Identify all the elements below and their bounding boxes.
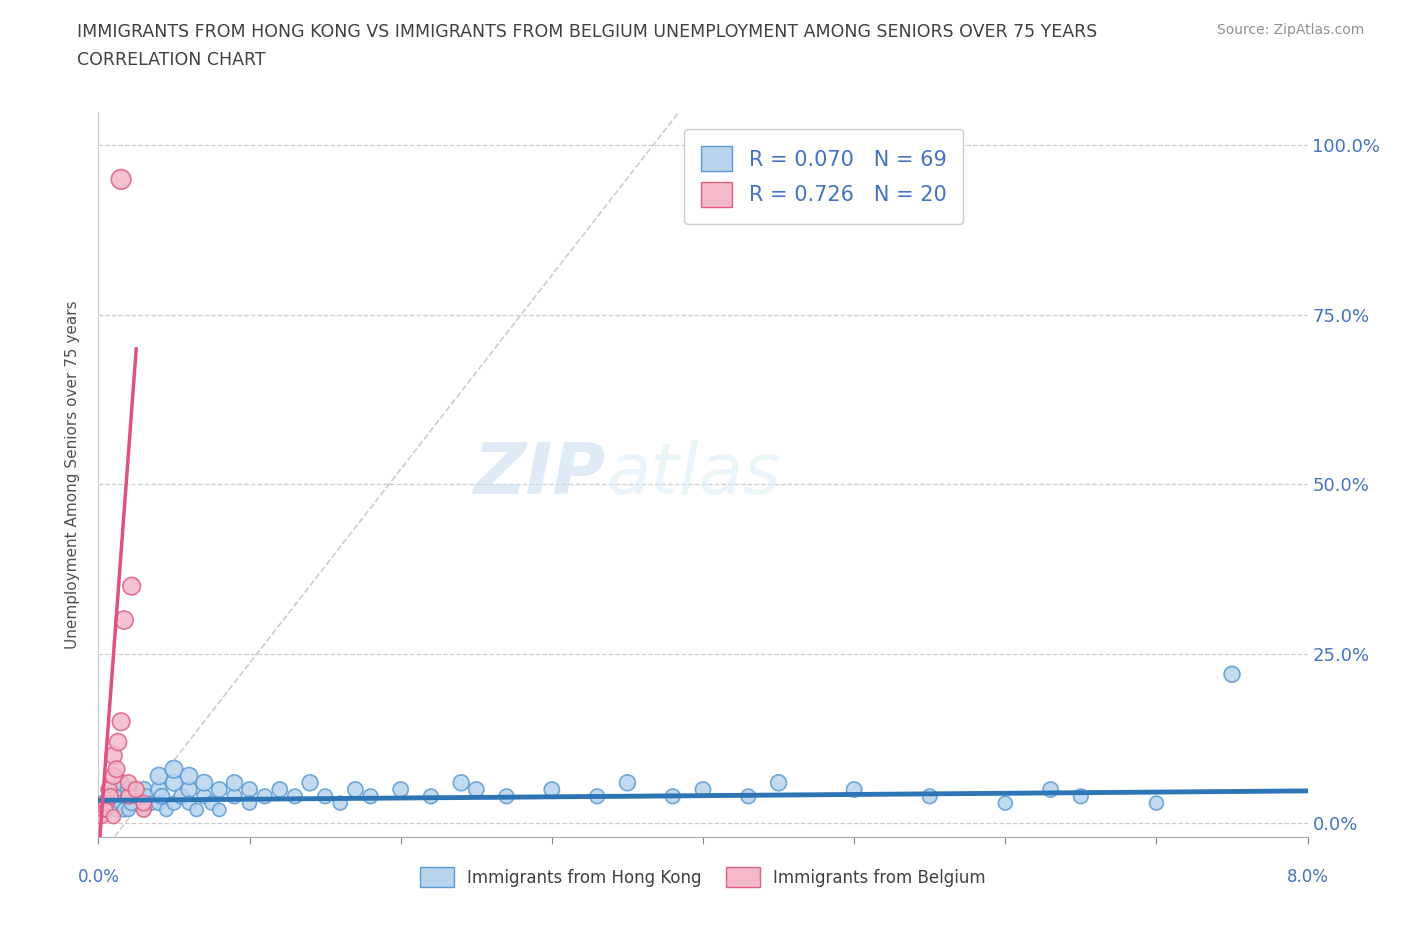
- Point: [163, 796, 186, 811]
- Point: [121, 796, 143, 811]
- Point: [269, 782, 291, 797]
- Point: [186, 803, 208, 817]
- Point: [94, 803, 117, 817]
- Point: [253, 789, 276, 804]
- Point: [389, 782, 412, 797]
- Point: [208, 782, 231, 797]
- Point: [132, 782, 155, 797]
- Point: [98, 782, 121, 797]
- Point: [91, 803, 114, 817]
- Point: [1039, 782, 1062, 797]
- Point: [118, 782, 141, 797]
- Point: [103, 768, 125, 783]
- Point: [344, 782, 367, 797]
- Point: [179, 768, 201, 783]
- Point: [224, 776, 246, 790]
- Point: [737, 789, 759, 804]
- Point: [360, 789, 382, 804]
- Point: [110, 776, 132, 790]
- Point: [1220, 667, 1243, 682]
- Point: [110, 714, 132, 729]
- Point: [193, 776, 215, 790]
- Point: [450, 776, 472, 790]
- Point: [132, 803, 155, 817]
- Point: [465, 782, 488, 797]
- Point: [844, 782, 866, 797]
- Point: [540, 782, 562, 797]
- Point: [692, 782, 714, 797]
- Point: [329, 796, 352, 811]
- Point: [118, 789, 141, 804]
- Point: [107, 735, 129, 750]
- Point: [110, 796, 132, 811]
- Text: IMMIGRANTS FROM HONG KONG VS IMMIGRANTS FROM BELGIUM UNEMPLOYMENT AMONG SENIORS : IMMIGRANTS FROM HONG KONG VS IMMIGRANTS …: [77, 23, 1098, 41]
- Point: [314, 789, 336, 804]
- Point: [132, 796, 155, 811]
- Text: 0.0%: 0.0%: [77, 868, 120, 885]
- Point: [103, 749, 125, 764]
- Point: [239, 796, 262, 811]
- Point: [208, 803, 231, 817]
- Text: CORRELATION CHART: CORRELATION CHART: [77, 51, 266, 69]
- Point: [586, 789, 609, 804]
- Point: [112, 613, 135, 628]
- Text: atlas: atlas: [606, 440, 780, 509]
- Point: [100, 789, 122, 804]
- Legend: Immigrants from Hong Kong, Immigrants from Belgium: Immigrants from Hong Kong, Immigrants fr…: [413, 860, 993, 894]
- Text: ZIP: ZIP: [474, 440, 606, 509]
- Point: [661, 789, 683, 804]
- Point: [90, 809, 112, 824]
- Point: [150, 789, 173, 804]
- Point: [91, 796, 114, 811]
- Point: [105, 762, 128, 777]
- Point: [103, 796, 125, 811]
- Point: [118, 789, 141, 804]
- Point: [148, 782, 170, 797]
- Point: [768, 776, 790, 790]
- Point: [103, 809, 125, 824]
- Point: [284, 789, 307, 804]
- Point: [495, 789, 517, 804]
- Text: 8.0%: 8.0%: [1286, 868, 1329, 885]
- Point: [420, 789, 443, 804]
- Point: [110, 172, 132, 187]
- Point: [1146, 796, 1168, 811]
- Point: [94, 796, 117, 811]
- Point: [239, 782, 262, 797]
- Y-axis label: Unemployment Among Seniors over 75 years: Unemployment Among Seniors over 75 years: [65, 300, 80, 648]
- Point: [1070, 789, 1092, 804]
- Point: [163, 762, 186, 777]
- Point: [163, 776, 186, 790]
- Point: [94, 803, 117, 817]
- Point: [100, 789, 122, 804]
- Point: [132, 796, 155, 811]
- Point: [132, 803, 155, 817]
- Text: Source: ZipAtlas.com: Source: ZipAtlas.com: [1216, 23, 1364, 37]
- Point: [193, 789, 215, 804]
- Point: [121, 578, 143, 593]
- Point: [125, 789, 148, 804]
- Point: [103, 782, 125, 797]
- Point: [118, 776, 141, 790]
- Point: [224, 789, 246, 804]
- Point: [141, 796, 163, 811]
- Point: [112, 803, 135, 817]
- Point: [170, 789, 193, 804]
- Point: [179, 782, 201, 797]
- Point: [155, 803, 177, 817]
- Point: [135, 789, 157, 804]
- Point: [201, 796, 224, 811]
- Point: [994, 796, 1017, 811]
- Point: [148, 796, 170, 811]
- Point: [107, 789, 129, 804]
- Point: [125, 782, 148, 797]
- Point: [179, 796, 201, 811]
- Point: [616, 776, 638, 790]
- Point: [918, 789, 941, 804]
- Point: [118, 803, 141, 817]
- Point: [299, 776, 322, 790]
- Point: [148, 768, 170, 783]
- Point: [105, 803, 128, 817]
